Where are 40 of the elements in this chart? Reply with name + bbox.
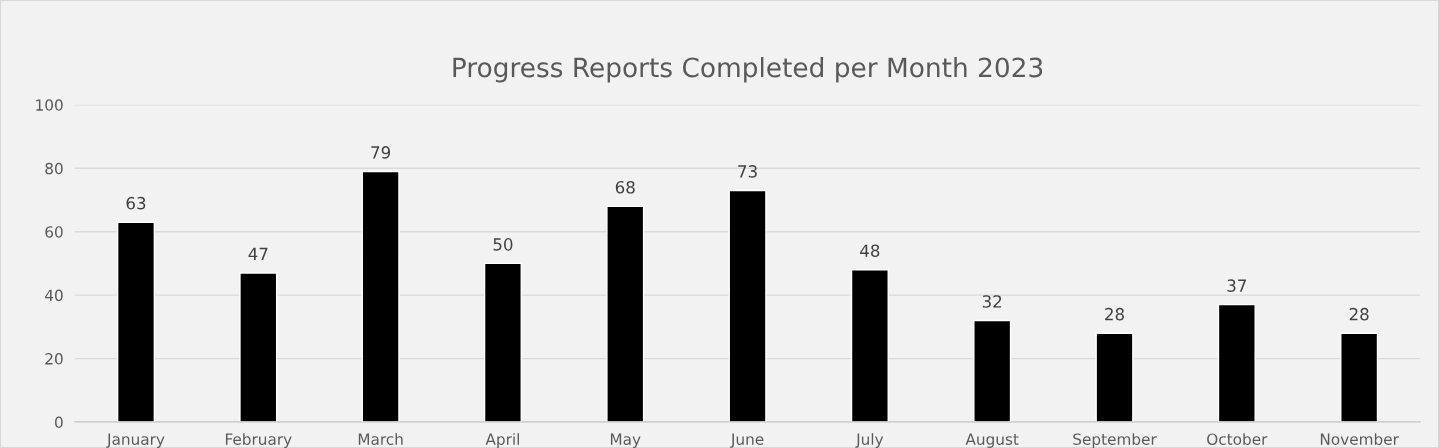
bar — [116, 221, 156, 423]
y-tick-label: 0 — [55, 416, 63, 429]
x-tick-label: April — [485, 433, 519, 448]
x-tick-label: September — [1073, 433, 1157, 448]
x-tick-label: August — [965, 433, 1019, 448]
bar — [1217, 303, 1256, 423]
y-tick-label: 20 — [45, 353, 63, 365]
bar — [973, 319, 1012, 423]
bar — [239, 272, 278, 423]
data-label: 79 — [371, 146, 391, 159]
data-label: 37 — [1227, 279, 1246, 292]
bar — [850, 269, 889, 423]
bar — [728, 189, 767, 423]
x-tick-label: October — [1207, 433, 1268, 445]
data-label: 73 — [738, 165, 757, 178]
y-tick-label: 100 — [36, 99, 63, 111]
bar — [1340, 332, 1379, 423]
x-tick-label: January — [106, 433, 165, 448]
x-tick-label: March — [358, 433, 403, 445]
y-tick-label: 60 — [45, 226, 63, 238]
bar — [606, 205, 645, 423]
data-label: 63 — [126, 196, 146, 210]
data-label: 32 — [982, 295, 1002, 308]
bar — [1095, 332, 1134, 423]
y-tick-label: 80 — [45, 162, 63, 175]
data-label: 28 — [1349, 307, 1369, 321]
bar — [361, 170, 400, 423]
data-label: 47 — [248, 247, 268, 260]
data-label: 48 — [860, 244, 880, 258]
data-label: 50 — [493, 238, 513, 251]
chart-title: Progress Reports Completed per Month 2023 — [453, 57, 1043, 83]
bar — [483, 262, 522, 423]
data-label: 28 — [1105, 307, 1124, 321]
x-tick-label: November — [1320, 433, 1399, 445]
y-tick-label: 40 — [45, 289, 63, 302]
x-tick-label: February — [225, 433, 292, 448]
x-tick-label: June — [730, 433, 764, 448]
x-tick-label: May — [610, 433, 641, 448]
data-label: 68 — [615, 180, 635, 194]
x-tick-label: July — [855, 433, 884, 448]
